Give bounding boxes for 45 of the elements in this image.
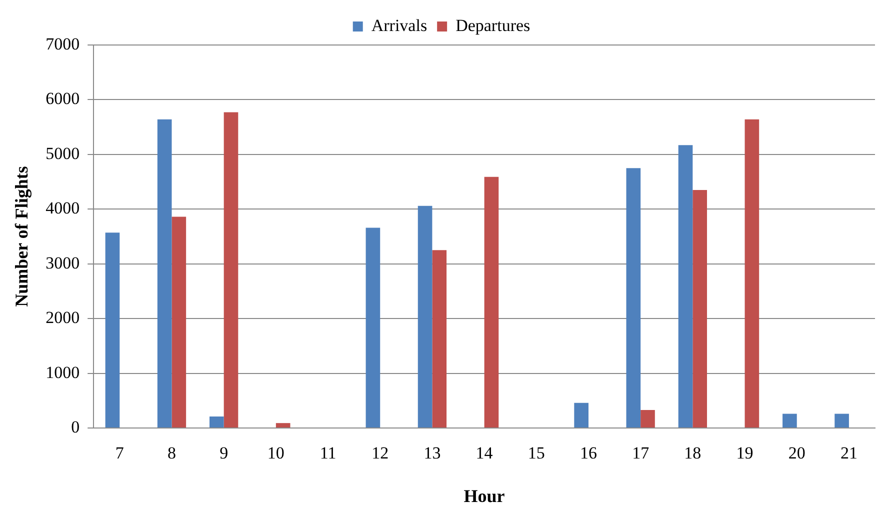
x-tick-label: 14 bbox=[476, 444, 494, 463]
bar bbox=[210, 416, 224, 428]
x-tick-label: 7 bbox=[115, 444, 124, 463]
y-tick-label: 2000 bbox=[46, 308, 80, 328]
x-axis-title: Hour bbox=[464, 486, 505, 506]
bar bbox=[678, 145, 693, 428]
y-axis-title: Number of Flights bbox=[11, 166, 32, 307]
x-tick-label: 10 bbox=[267, 444, 284, 463]
x-tick-label: 17 bbox=[632, 444, 650, 463]
bar bbox=[782, 414, 797, 428]
x-tick-label: 21 bbox=[840, 444, 858, 463]
bar bbox=[692, 190, 707, 428]
bar bbox=[366, 228, 380, 428]
y-tick-label: 3000 bbox=[46, 253, 80, 272]
x-tick-label: 9 bbox=[220, 444, 228, 463]
y-tick-label: 5000 bbox=[46, 144, 80, 163]
bar bbox=[574, 402, 588, 428]
legend-label: Arrivals bbox=[371, 16, 428, 35]
bar bbox=[172, 216, 186, 428]
x-tick-label: 16 bbox=[580, 444, 597, 463]
bar bbox=[834, 414, 849, 428]
bar bbox=[418, 206, 432, 428]
x-tick-label: 8 bbox=[167, 444, 176, 463]
y-tick-label: 6000 bbox=[46, 89, 80, 108]
bar bbox=[157, 119, 172, 428]
x-tick-label: 20 bbox=[788, 444, 806, 463]
bar bbox=[276, 423, 290, 428]
x-tick-label: 15 bbox=[528, 444, 545, 463]
bar bbox=[744, 119, 760, 428]
x-tick-label: 11 bbox=[320, 444, 336, 463]
legend-label: Departures bbox=[456, 16, 530, 35]
bar bbox=[484, 176, 499, 428]
bar bbox=[640, 410, 655, 428]
bar bbox=[224, 112, 238, 428]
bar bbox=[105, 232, 120, 428]
x-tick-label: 13 bbox=[424, 444, 441, 463]
x-tick-label: 18 bbox=[684, 444, 702, 463]
y-tick-label: 4000 bbox=[46, 198, 80, 218]
y-tick-label: 7000 bbox=[46, 34, 80, 54]
bar bbox=[626, 168, 641, 428]
y-tick-label: 0 bbox=[71, 417, 80, 436]
x-tick-label: 19 bbox=[736, 444, 754, 463]
x-tick-label: 12 bbox=[372, 444, 389, 463]
bar bbox=[432, 250, 447, 428]
y-tick-label: 1000 bbox=[46, 362, 80, 382]
